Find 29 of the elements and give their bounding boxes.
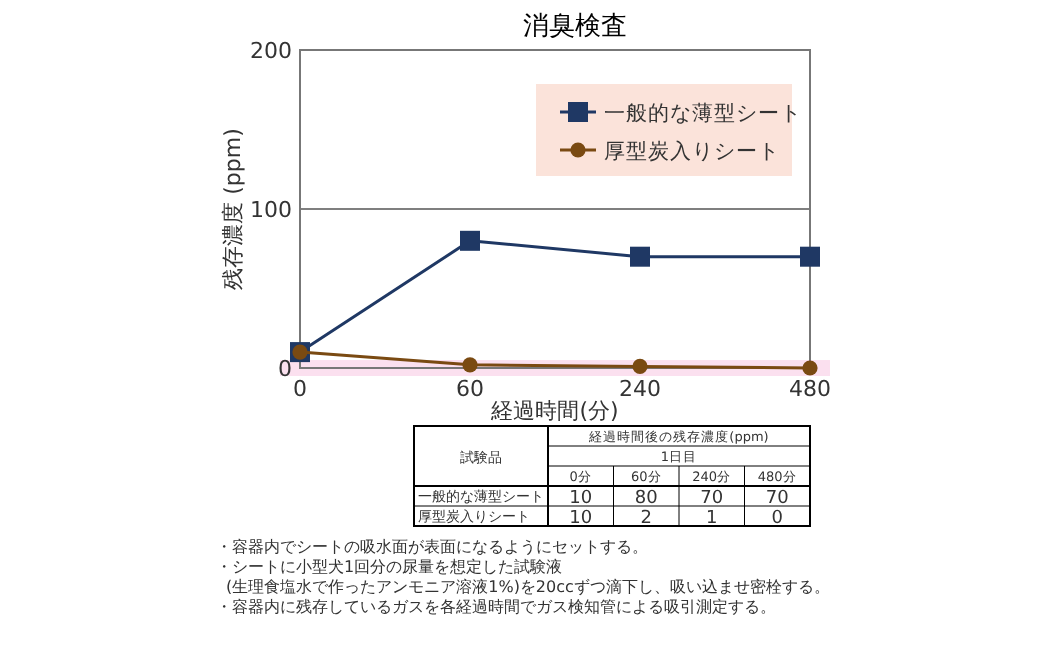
- y-tick-label: 0: [278, 356, 292, 382]
- point: [800, 246, 820, 267]
- point: [462, 357, 478, 373]
- data-label: 70: [700, 489, 724, 509]
- text: ・シートに小型犬1回分の尿量を想定した試験液: [216, 558, 563, 576]
- point: [802, 360, 818, 376]
- point: [632, 358, 648, 375]
- y-tick-label: 100: [250, 197, 292, 223]
- point: [630, 246, 650, 267]
- x-tick-label: 240: [619, 376, 661, 402]
- data-label: 1: [706, 509, 718, 529]
- data-label: 0: [771, 509, 784, 529]
- x-tick-label: 480: [789, 376, 831, 402]
- point: [460, 230, 480, 251]
- y-tick-label: 200: [250, 38, 292, 64]
- chart-title: 消臭検査: [523, 12, 627, 42]
- y-axis-title: 残存濃度 (ppm): [220, 128, 246, 290]
- text: ・容器内でシートの吸水面が表面になるようにセットする。: [216, 538, 648, 556]
- legend-label: 一般的な薄型シート: [604, 100, 802, 126]
- legend-label: 厚型炭入りシート: [604, 138, 780, 164]
- data-label: 10: [569, 489, 593, 509]
- text: ・容器内に残存しているガスを各経過時間でガス検知管による吸引測定する。: [216, 598, 776, 616]
- x-tick-label: 60: [456, 376, 484, 402]
- data-label: 80: [634, 489, 659, 509]
- data-label: 2: [640, 509, 652, 529]
- text: (生理食塩水で作ったアンモニア溶液1%)を20ccずつ滴下し、吸い込ませ密栓する。: [226, 578, 830, 596]
- data-label: 10: [569, 509, 593, 529]
- x-axis-title: 経過時間(分): [489, 398, 619, 424]
- data-label: 70: [765, 489, 790, 509]
